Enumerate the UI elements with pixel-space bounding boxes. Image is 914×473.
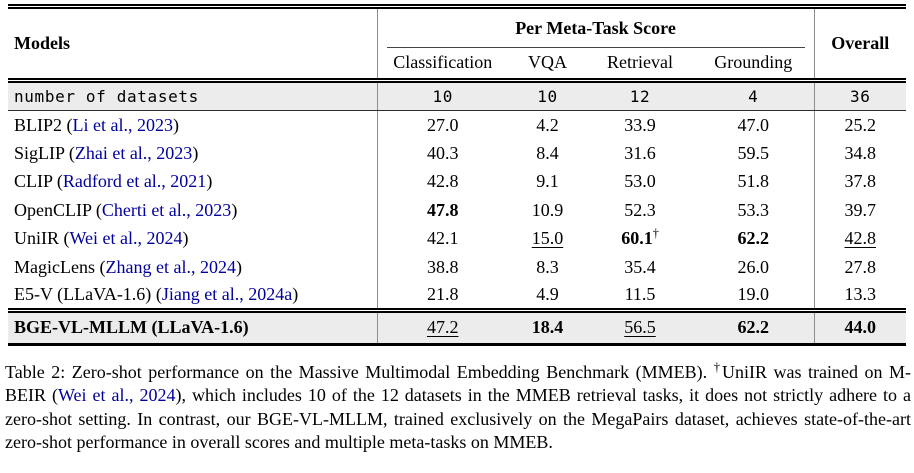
highlight-body: BGE-VL-MLLM (LLaVA-1.6) 47.2 18.4 56.5 62.2 4… xyxy=(8,307,907,344)
score-cell: 8.3 xyxy=(536,256,559,277)
score-cell: 42.8 xyxy=(376,167,508,196)
score-cell: 59.5 xyxy=(737,142,770,163)
score-cell: 31.6 xyxy=(624,142,656,163)
model-name-cell: OpenCLIP (Cherti et al., 2023) xyxy=(14,199,238,220)
table-caption: Table 2: Zero-shot performance on the Ma… xyxy=(5,359,912,455)
score-cell: 27.8 xyxy=(813,253,907,282)
model-row: CLIP (Radford et al., 2021) 42.8 9.1 53.0 51… xyxy=(8,167,907,196)
score-cell: 44.0 xyxy=(813,307,907,344)
citation-link[interactable]: Radford et al., 2021 xyxy=(62,171,207,192)
group-header-per-meta-task-score: Per Meta-Task Score xyxy=(376,6,815,48)
citation-link[interactable]: Cherti et al., 2023 xyxy=(101,199,232,220)
citation-link[interactable]: Wei et al., 2024 xyxy=(57,385,176,405)
score-cell: 9.1 xyxy=(536,171,559,192)
score-cell: 37.8 xyxy=(813,167,907,196)
score-cell: 38.8 xyxy=(376,253,508,282)
model-name-cell: E5-V (LLaVA-1.6) (Jiang et al., 2024a) xyxy=(14,284,299,304)
model-name: BLIP2 xyxy=(14,114,63,135)
score-cell: 42.8 xyxy=(813,224,907,253)
model-name: SigLIP xyxy=(14,142,65,163)
score-cell: 53.0 xyxy=(624,171,656,192)
highlight-row-bge-vl-mllm: BGE-VL-MLLM (LLaVA-1.6) 47.2 18.4 56.5 62.2 4… xyxy=(8,307,907,344)
model-name: MagicLens xyxy=(14,256,95,277)
score-cell: 13.3 xyxy=(813,281,907,310)
models-column-header: Models xyxy=(14,33,70,53)
model-row: SigLIP (Zhai et al., 2023) 40.3 8.4 31.6 59.… xyxy=(8,139,907,168)
score-cell: 62.2 xyxy=(737,228,770,249)
score-cell: 47.0 xyxy=(737,114,770,135)
score-cell: 62.2 xyxy=(693,307,815,344)
score-cell: 47.2 xyxy=(376,307,508,344)
score-cell: 10.9 xyxy=(531,199,564,220)
citation-link[interactable]: Wei et al., 2024 xyxy=(69,228,183,249)
model-name: UniIR xyxy=(14,228,59,249)
model-row: E5-V (LLaVA-1.6) (Jiang et al., 2024a) 21… xyxy=(8,281,907,310)
score-cell: 42.1 xyxy=(376,224,508,253)
model-row: BLIP2 (Li et al., 2023) 27.0 4.2 33.9 47.0 25… xyxy=(8,110,907,139)
score-cell: 4.2 xyxy=(536,114,559,135)
model-name-cell: MagicLens (Zhang et al., 2024) xyxy=(14,256,242,277)
dataset-count-label: number of datasets xyxy=(8,78,377,111)
model-row: OpenCLIP (Cherti et al., 2023) 47.8 10.9 52… xyxy=(8,196,907,225)
model-name: E5-V (LLaVA-1.6) xyxy=(14,284,152,304)
table-header: Models Per Meta-Task Score Overall Class… xyxy=(8,6,907,81)
score-cell: 56.5 xyxy=(587,307,693,344)
overall-column-header: Overall xyxy=(813,6,907,81)
results-table: Models Per Meta-Task Score Overall Class… xyxy=(8,4,907,346)
model-name-cell: SigLIP (Zhai et al., 2023) xyxy=(14,142,199,163)
citation-link[interactable]: Jiang et al., 2024a xyxy=(161,284,293,304)
model-name: BGE-VL-MLLM (LLaVA-1.6) xyxy=(14,317,249,337)
score-cell: 4.9 xyxy=(536,284,559,304)
score-cell: 53.3 xyxy=(737,199,770,220)
score-cell: 27.0 xyxy=(376,110,508,139)
dataset-count-retrieval: 12 xyxy=(587,78,693,111)
score-cell: 15.0 xyxy=(531,228,564,249)
citation-link[interactable]: Li et al., 2023 xyxy=(72,114,173,135)
model-name-cell: BLIP2 (Li et al., 2023) xyxy=(14,114,179,135)
dataset-count-vqa: 10 xyxy=(508,78,587,111)
col-header-vqa: VQA xyxy=(528,52,567,73)
model-name-cell: BGE-VL-MLLM (LLaVA-1.6) xyxy=(8,307,377,344)
dataset-count-grounding: 4 xyxy=(693,78,815,111)
score-cell: 34.8 xyxy=(813,139,907,168)
caption-text: UniIR was trained on M-BEIR ( xyxy=(5,361,912,406)
col-header-retrieval: Retrieval xyxy=(607,52,673,73)
model-row: UniIR (Wei et al., 2024) 42.1 15.0 60.1† 62.… xyxy=(8,224,907,253)
score-cell: 19.0 xyxy=(737,284,770,304)
score-cell: 47.8 xyxy=(376,196,508,225)
score-cell: 26.0 xyxy=(737,256,770,277)
dataset-count-classification: 10 xyxy=(376,78,508,111)
model-name-cell: UniIR (Wei et al., 2024) xyxy=(14,228,189,249)
citation-link[interactable]: Zhai et al., 2023 xyxy=(74,142,193,163)
score-cell: 40.3 xyxy=(376,139,508,168)
caption-text: ), which includes 10 of the 12 datasets … xyxy=(5,385,911,452)
score-cell: 39.7 xyxy=(813,196,907,225)
table-body: BLIP2 (Li et al., 2023) 27.0 4.2 33.9 47.0 25… xyxy=(8,110,907,310)
col-header-classification: Classification xyxy=(376,47,508,81)
score-cell: 35.4 xyxy=(624,256,656,277)
score-cell: 52.3 xyxy=(624,199,656,220)
col-header-grounding: Grounding xyxy=(714,52,793,73)
score-cell: 8.4 xyxy=(536,142,559,163)
score-cell: 60.1† xyxy=(621,226,659,249)
model-row: MagicLens (Zhang et al., 2024) 38.8 8.3 35.… xyxy=(8,253,907,282)
score-cell: 51.8 xyxy=(737,171,770,192)
model-name: CLIP xyxy=(14,171,53,192)
caption-text: Table 2: Zero-shot performance on the Ma… xyxy=(5,361,714,382)
citation-link[interactable]: Zhang et al., 2024 xyxy=(105,256,236,277)
paper-table-figure: Models Per Meta-Task Score Overall Class… xyxy=(5,4,911,452)
model-name-cell: CLIP (Radford et al., 2021) xyxy=(14,171,213,192)
dagger-footnote-marker: † xyxy=(652,226,659,241)
model-name: OpenCLIP xyxy=(14,199,92,220)
score-cell: 11.5 xyxy=(624,284,656,304)
score-cell: 21.8 xyxy=(376,281,508,310)
dataset-count-row: number of datasets 10 10 12 4 36 xyxy=(8,78,907,111)
dagger-footnote-marker: † xyxy=(713,359,722,374)
dataset-count-overall: 36 xyxy=(813,78,907,111)
score-cell: 25.2 xyxy=(813,110,907,139)
score-cell: 18.4 xyxy=(508,307,587,344)
score-cell: 33.9 xyxy=(624,114,656,135)
